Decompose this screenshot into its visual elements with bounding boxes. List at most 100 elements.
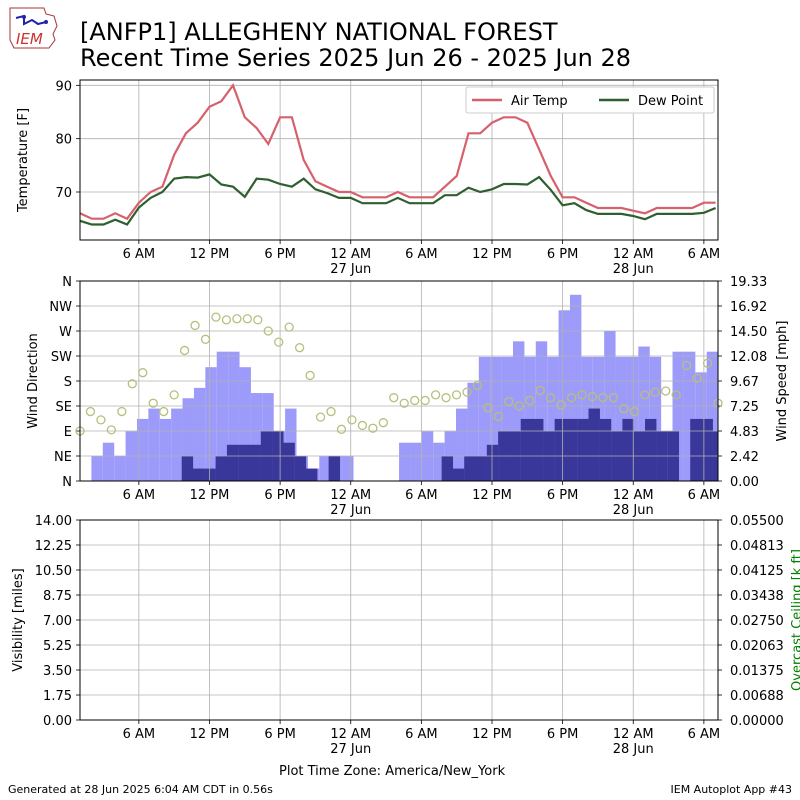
x-tick-sublabel: 27 Jun [330, 262, 371, 277]
direction-point [179, 345, 190, 356]
ceiling-tick-label: 0.04125 [730, 564, 784, 579]
speed-tick-label: 12.08 [730, 350, 767, 365]
app-note: IEM Autoplot App #43 [670, 783, 793, 796]
speed-tick-label: 2.42 [730, 450, 759, 465]
speed-bar [226, 444, 239, 481]
x-tick-label: 6 AM [123, 247, 156, 262]
visibility-tick-label: 8.75 [43, 589, 72, 604]
x-tick-label: 12 PM [190, 247, 230, 262]
visibility-tick-label: 12.25 [35, 539, 72, 554]
speed-bar [588, 408, 600, 481]
direction-point [221, 315, 232, 325]
gust-bar [683, 351, 696, 481]
x-tick-label: 6 AM [405, 247, 438, 262]
direction-point [566, 393, 577, 403]
x-tick-sublabel: 27 Jun [330, 503, 371, 518]
chart-subtitle: Recent Time Series 2025 Jun 26 - 2025 Ju… [80, 44, 632, 72]
speed-bar [690, 418, 702, 481]
direction-point [200, 334, 211, 344]
legend-box [465, 86, 715, 114]
direction-point [347, 415, 357, 425]
gust-bar [250, 393, 263, 481]
gust-bar [467, 382, 479, 481]
speed-bar [599, 418, 612, 481]
gust-bar [615, 356, 627, 481]
gust-bar [672, 351, 684, 481]
series-line-air-temp [80, 82, 716, 221]
speed-bar [193, 468, 205, 481]
temperature-plot-frame [79, 79, 719, 241]
speed-bar [294, 456, 307, 481]
gust-bar [569, 294, 582, 481]
gust-bar [558, 310, 570, 481]
direction-point [253, 315, 263, 325]
logo-text: IEM [16, 30, 43, 48]
direction-point [169, 390, 179, 400]
x-tick-label: 6 PM [547, 727, 578, 742]
gust-bar [478, 356, 491, 481]
direction-point [535, 385, 545, 396]
ceiling-tick-label: 0.03438 [730, 589, 784, 604]
gust-bar [228, 351, 240, 481]
direction-tick-label: SE [56, 400, 72, 415]
x-tick-label: 12 PM [472, 488, 512, 503]
gust-bar [490, 356, 502, 481]
direction-point [650, 387, 660, 397]
direction-point [232, 314, 242, 324]
direction-point [525, 395, 535, 406]
direction-point [420, 395, 430, 406]
speed-bar [520, 418, 533, 481]
direction-point [504, 396, 514, 407]
direction-point [336, 424, 347, 434]
speed-bar [328, 456, 341, 481]
direction-tick-label: E [64, 425, 72, 440]
y2-axis-label: Overcast Ceiling [k ft] [790, 549, 800, 691]
speed-bar [577, 418, 589, 481]
visibility-tick-label: 1.75 [43, 689, 72, 704]
speed-tick-label: 9.67 [730, 375, 759, 390]
x-tick-sublabel: 28 Jun [613, 503, 654, 518]
speed-tick-label: 4.83 [730, 425, 759, 440]
generated-note: Generated at 28 Jun 2025 6:04 AM CDT in … [8, 783, 273, 796]
gust-bar [193, 387, 206, 481]
direction-point [96, 415, 106, 425]
chart-title: [ANFP1] ALLEGHENY NATIONAL FOREST [80, 18, 558, 46]
visibility-tick-label: 7.00 [43, 614, 72, 629]
gust-bar [706, 351, 718, 481]
speed-bar [441, 456, 454, 481]
x-tick-label: 6 AM [688, 247, 721, 262]
x-tick-label: 6 AM [123, 488, 156, 503]
speed-bar [283, 442, 295, 481]
ceiling-tick-label: 0.00000 [730, 714, 784, 729]
direction-point [661, 386, 671, 396]
speed-bar [181, 456, 194, 481]
direction-tick-label: SW [51, 350, 72, 365]
direction-point [681, 360, 692, 371]
ceiling-tick-label: 0.02750 [730, 614, 784, 629]
direction-point [587, 391, 598, 402]
gust-bar [456, 408, 468, 481]
gust-bar [114, 456, 126, 481]
wind-plot-frame [79, 280, 719, 482]
speed-bar [215, 456, 228, 481]
direction-point [640, 390, 650, 400]
direction-point [357, 420, 368, 431]
x-tick-label: 12 PM [472, 727, 512, 742]
direction-tick-label: S [64, 375, 72, 390]
direction-point [159, 406, 169, 417]
x-tick-label: 12 AM [613, 727, 654, 742]
x-tick-sublabel: 28 Jun [613, 262, 654, 277]
speed-tick-label: 7.25 [730, 400, 759, 415]
y-axis-label: Visibility [miles] [11, 568, 26, 671]
legend-label-dew-point: Dew Point [638, 94, 703, 109]
speed-tick-label: 19.33 [730, 275, 767, 290]
x-tick-label: 6 PM [264, 247, 295, 262]
direction-point [263, 326, 273, 336]
x-tick-label: 6 PM [264, 488, 295, 503]
direction-point [242, 314, 252, 324]
direction-point [430, 390, 441, 400]
speed-bar [464, 456, 476, 481]
y-axis-label: Wind Direction [26, 333, 41, 429]
direction-point [389, 393, 399, 403]
y2-axis-label: Wind Speed [mph] [775, 321, 790, 442]
